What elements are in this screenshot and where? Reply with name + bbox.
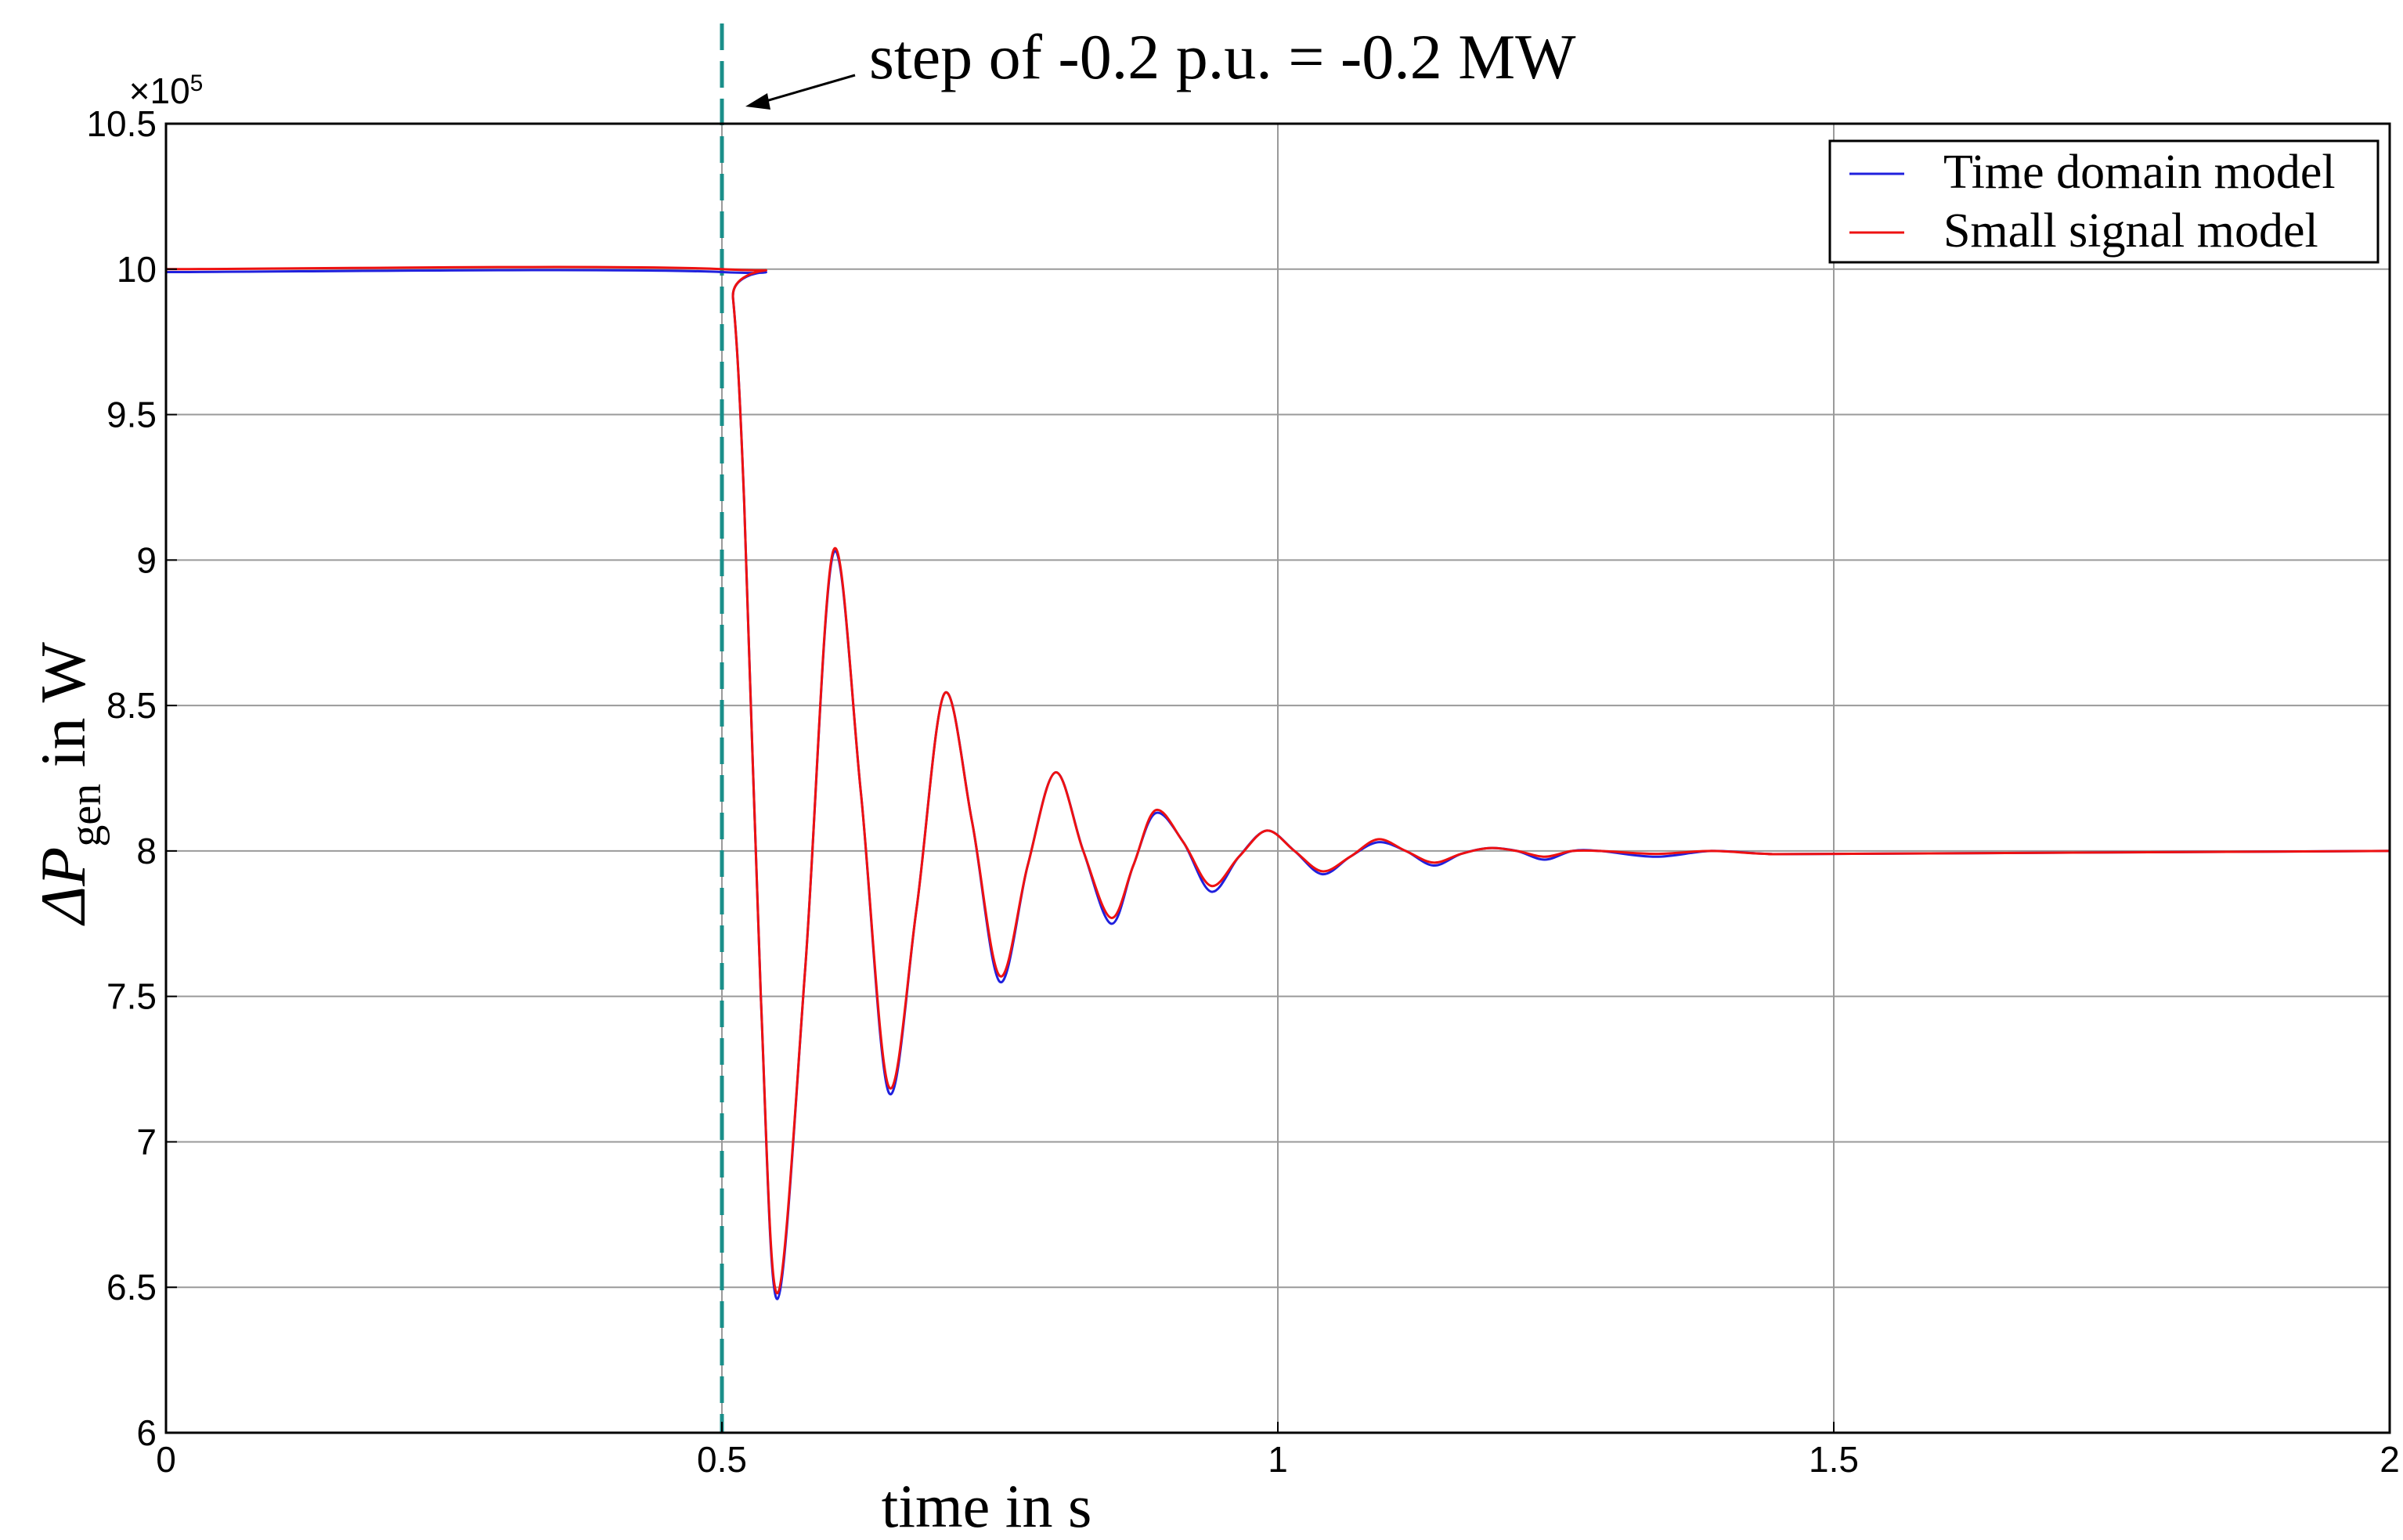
x-tick-label: 1 — [1268, 1439, 1288, 1480]
y-exponent: ×105 — [129, 70, 204, 111]
tick-labels: 0 0.5 1 1.5 2 6 6.5 7 7.5 8 8.5 9 9.5 10 10.5 — [86, 103, 2399, 1480]
x-axis-label: time in s — [882, 1472, 1092, 1540]
legend-label-time-domain: Time domain model — [1943, 146, 2336, 199]
y-tick-label: 7.5 — [106, 976, 157, 1017]
x-tick-label: 1.5 — [1809, 1439, 1859, 1480]
legend-box — [1828, 139, 2380, 264]
series-line-1 — [165, 265, 2390, 1295]
legend: Time domain model Small signal model — [1828, 139, 2380, 264]
x-tick-label: 0.5 — [697, 1439, 747, 1480]
y-axis-label: ΔPgen in W — [27, 642, 110, 926]
chart-annotation: step of -0.2 p.u. = -0.2 MW — [869, 21, 1576, 92]
y-tick-label: 6.5 — [106, 1267, 157, 1307]
annotation-arrow-line — [763, 74, 856, 103]
y-tick-label: 9 — [136, 539, 157, 580]
grid — [166, 124, 2390, 1433]
y-tick-label: 9.5 — [106, 395, 157, 435]
x-tick-label: 0 — [156, 1439, 176, 1480]
y-tick-label: 6 — [136, 1412, 157, 1453]
x-tick-label: 2 — [2380, 1439, 2400, 1480]
y-tick-label: 10 — [117, 249, 157, 290]
series-group — [165, 265, 2390, 1300]
y-tick-label: 8 — [136, 831, 157, 871]
legend-label-small-signal: Small signal model — [1943, 204, 2318, 258]
annotation-arrow-head — [745, 93, 770, 110]
y-tick-label: 8.5 — [106, 685, 157, 726]
y-tick-label: 10.5 — [86, 103, 157, 144]
y-tick-label: 7 — [136, 1121, 157, 1162]
